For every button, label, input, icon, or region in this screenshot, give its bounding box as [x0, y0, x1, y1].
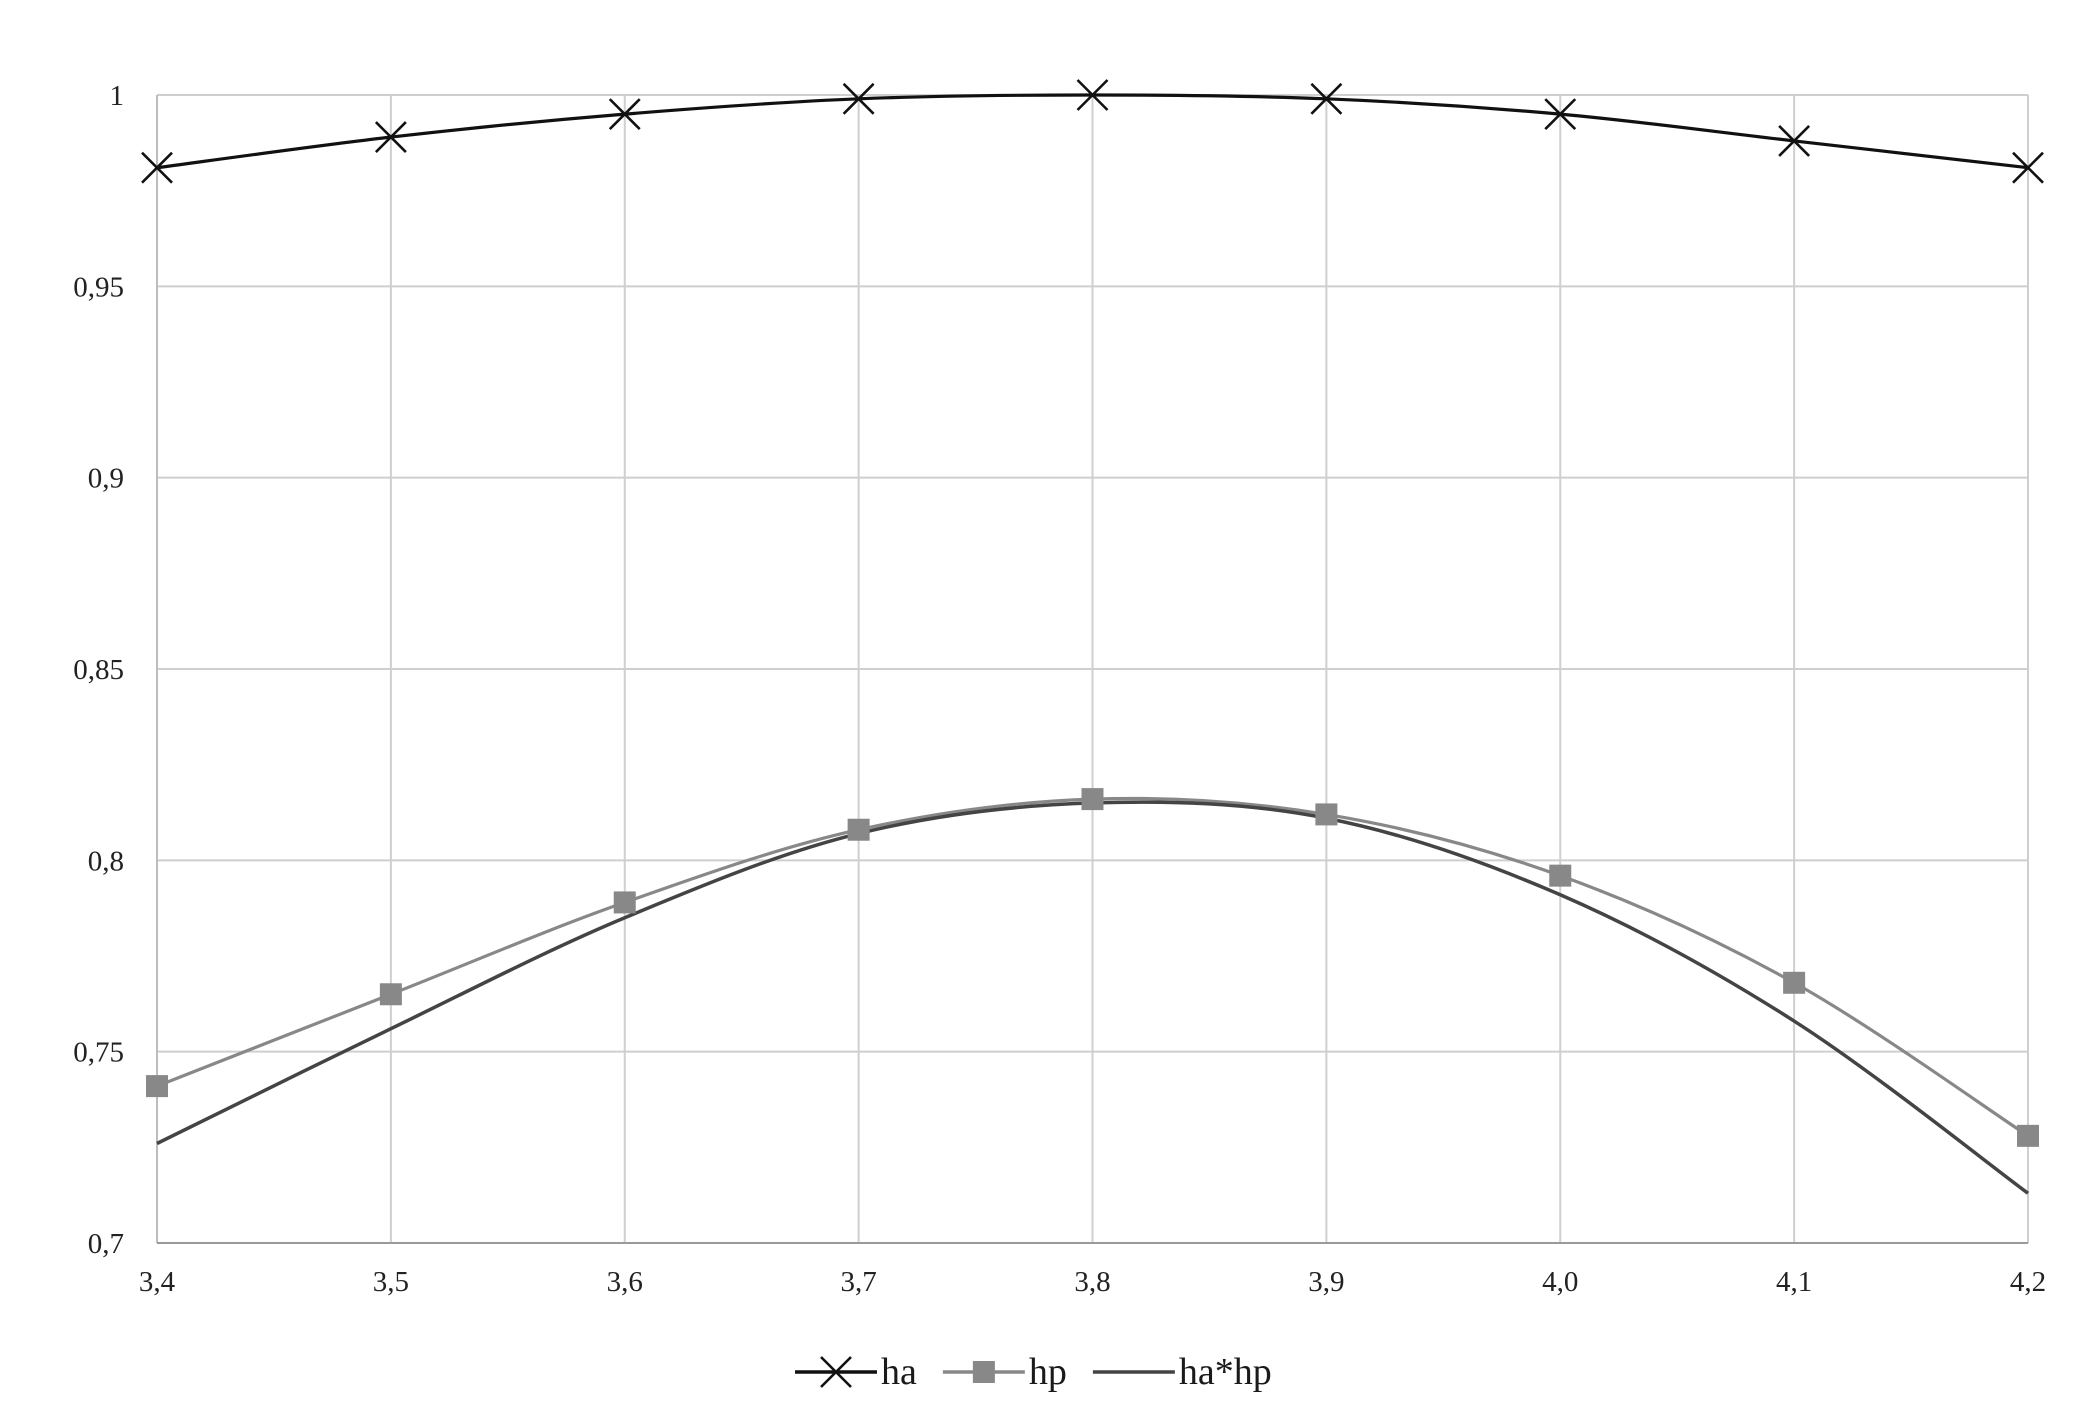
x-marker-stroke [374, 121, 407, 154]
data-point-ha [2012, 151, 2044, 184]
data-point-ha [1778, 125, 1811, 157]
x-marker-stroke [2012, 151, 2044, 184]
gridlines [156, 94, 2029, 1244]
legend-label: hp [1029, 1351, 1067, 1393]
data-point-ha [1076, 79, 1109, 111]
data-point-ha [374, 121, 407, 154]
legend: ha hp ha*hp [795, 1351, 1272, 1393]
x-marker-stroke [842, 82, 875, 115]
data-point-hp [1783, 971, 1806, 994]
data-point-hp [1081, 788, 1104, 811]
data-point-hp [1315, 803, 1338, 826]
x-marker-stroke [141, 151, 173, 184]
y-tick-label: 0,95 [73, 271, 124, 303]
y-tick-label: 0,9 [88, 463, 124, 495]
x-marker-stroke [1544, 98, 1577, 131]
y-tick-label: 0,8 [88, 845, 124, 877]
x-marker-stroke [1076, 79, 1109, 111]
y-tick-label: 0,85 [73, 654, 124, 686]
x-marker-stroke [1778, 125, 1811, 157]
data-point-ha [1544, 98, 1577, 131]
x-tick-label: 3,7 [841, 1266, 877, 1298]
data-point-hp [379, 983, 402, 1006]
legend-swatch-marker [820, 1356, 852, 1388]
x-marker-stroke [820, 1356, 852, 1388]
x-tick-labels: 3,4 3,5 3,6 3,7 3,8 3,9 4,0 4,1 4,2 [139, 1266, 2046, 1298]
legend-label: ha [881, 1351, 917, 1393]
x-tick-label: 4,2 [2010, 1266, 2046, 1298]
y-tick-label: 0,75 [73, 1037, 124, 1069]
data-point-hp [1549, 864, 1572, 887]
data-point-hp [2017, 1124, 2039, 1147]
legend-item: ha [795, 1351, 917, 1393]
x-tick-label: 4,1 [1776, 1266, 1812, 1298]
data-point-hp [613, 891, 636, 914]
x-marker-stroke [608, 98, 641, 131]
x-tick-label: 3,6 [607, 1266, 643, 1298]
y-tick-label: 0,7 [88, 1228, 124, 1260]
y-tick-labels: 0,7 0,75 0,8 0,85 0,9 0,95 1 [73, 80, 124, 1260]
legend-item: ha*hp [1092, 1351, 1272, 1393]
x-tick-label: 3,9 [1308, 1266, 1344, 1298]
x-tick-label: 3,8 [1074, 1266, 1110, 1298]
series-markers [141, 79, 2044, 1147]
legend-swatch-marker [972, 1361, 995, 1383]
data-point-ha [842, 82, 875, 115]
x-tick-label: 3,4 [139, 1266, 176, 1298]
x-marker-stroke [1310, 82, 1343, 115]
axes [156, 95, 2028, 1244]
x-tick-label: 4,0 [1542, 1266, 1578, 1298]
y-tick-label: 1 [110, 80, 125, 112]
data-point-ha [608, 98, 641, 131]
data-point-ha [1310, 82, 1343, 115]
data-point-hp [146, 1075, 168, 1098]
data-point-hp [847, 818, 870, 841]
x-tick-label: 3,5 [373, 1266, 409, 1298]
legend-item: hp [942, 1351, 1067, 1393]
data-point-ha [141, 151, 173, 184]
legend-label: ha*hp [1179, 1351, 1272, 1393]
